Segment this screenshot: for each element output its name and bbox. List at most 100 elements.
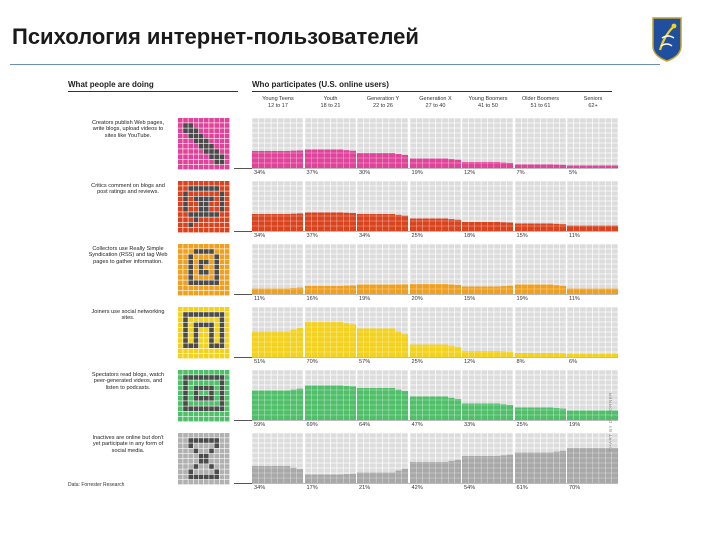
data-label: 19% <box>359 296 371 302</box>
bar-segment <box>559 224 566 231</box>
bar-segment <box>611 448 619 483</box>
bar-segment <box>264 466 272 483</box>
bar-segment <box>500 404 507 420</box>
bar-segment <box>474 162 482 168</box>
bar-segment <box>462 403 469 420</box>
age-group-range: 41 to 50 <box>478 102 498 109</box>
bar-segment <box>447 460 455 483</box>
data-label: 25% <box>516 422 528 428</box>
bar-segment <box>376 153 383 168</box>
bar-segment <box>592 288 599 294</box>
bar-segment <box>317 286 324 294</box>
bar-segment <box>388 153 396 168</box>
bar-segment <box>462 222 469 231</box>
bar-segment <box>493 456 501 483</box>
bar-segment <box>468 403 475 420</box>
row-connector <box>234 420 252 421</box>
bar-segment <box>349 473 356 483</box>
chart-panel <box>304 370 356 420</box>
bar-segment <box>447 397 455 420</box>
bar-segment <box>462 456 469 483</box>
bar-segment <box>493 403 501 420</box>
bar-segment <box>395 214 402 231</box>
bar-segment <box>395 470 402 483</box>
bar-segment <box>422 396 429 420</box>
bar-segment <box>264 288 272 294</box>
chart-panel <box>252 433 304 483</box>
bar-segment <box>336 286 343 294</box>
bar-segment <box>552 451 560 483</box>
chart-credit: CHART BY DE KORNER <box>608 392 613 452</box>
bar-segment <box>310 385 318 420</box>
bar-segment <box>330 474 337 483</box>
bar-segment <box>304 212 311 231</box>
bar-segment <box>567 448 574 483</box>
age-group-header: Young Teens 12 to 17 <box>252 96 304 109</box>
data-label: 42% <box>411 485 423 491</box>
data-label: 33% <box>464 422 476 428</box>
bar-segment <box>330 385 337 420</box>
bar-segment <box>474 351 482 357</box>
bar-segment <box>454 219 461 231</box>
bar-segment <box>447 345 455 357</box>
bar-segment <box>487 222 494 231</box>
bar-segment <box>592 225 599 231</box>
bar-segment <box>422 462 429 483</box>
data-label: 25% <box>411 233 423 239</box>
bar-segment <box>586 448 593 483</box>
age-group-range: 18 to 21 <box>320 102 341 109</box>
infographic: What people are doing Who participates (… <box>60 72 620 512</box>
bar-segment <box>506 404 514 420</box>
bar-segment <box>527 223 534 231</box>
age-group-name: Generation Y <box>366 96 400 102</box>
chart-panel <box>409 244 461 294</box>
category-description: Spectators read blogs, watch peer-genera… <box>91 372 165 391</box>
bar-segment <box>330 322 337 357</box>
age-group-header: Generation X 27 to 40 <box>410 96 462 109</box>
bar-segment <box>428 396 436 420</box>
data-label: 19% <box>516 296 528 302</box>
data-label: 37% <box>306 233 318 239</box>
bar-segment <box>487 286 494 294</box>
chart-panel <box>514 118 566 168</box>
bar-segment <box>264 331 272 357</box>
bar-segment <box>481 351 488 357</box>
bar-segment <box>506 222 514 231</box>
category-spectators-icon <box>178 370 230 422</box>
bar-segment <box>342 323 350 357</box>
data-label: 70% <box>306 359 318 365</box>
bar-segment <box>474 286 482 294</box>
chart-panel <box>514 370 566 420</box>
age-group-header: Young Boomers 41 to 50 <box>462 96 514 109</box>
bar-segment <box>579 165 587 168</box>
bar-segment <box>605 448 612 483</box>
data-label: 18% <box>464 233 476 239</box>
bar-segment <box>573 288 580 294</box>
bar-segment <box>317 474 324 483</box>
bar-segment <box>283 466 291 483</box>
bar-segment <box>317 149 324 168</box>
bar-segment <box>573 354 580 357</box>
bar-segment <box>336 149 343 168</box>
bar-segment <box>428 218 436 231</box>
bar-segment <box>401 215 409 231</box>
age-group-header: Youth 18 to 21 <box>305 96 357 109</box>
bar-segment <box>546 353 553 357</box>
bar-segment <box>317 385 324 420</box>
bar-segment <box>369 153 377 168</box>
bar-segment <box>611 288 619 294</box>
category-joiners-icon <box>178 307 230 359</box>
chart-panel <box>357 244 409 294</box>
bar-segment <box>533 164 541 168</box>
bar-segment <box>376 214 383 231</box>
bar-segment <box>435 218 442 231</box>
chart-panel <box>409 307 461 357</box>
bar-segment <box>304 149 311 168</box>
bar-segment <box>296 469 304 483</box>
age-group-name: Youth <box>323 96 338 102</box>
age-group-range: 51 to 61 <box>530 102 551 109</box>
bar-segment <box>462 286 469 294</box>
bar-segment <box>363 214 370 231</box>
row-baseline <box>252 420 618 421</box>
bar-segment <box>567 288 574 294</box>
